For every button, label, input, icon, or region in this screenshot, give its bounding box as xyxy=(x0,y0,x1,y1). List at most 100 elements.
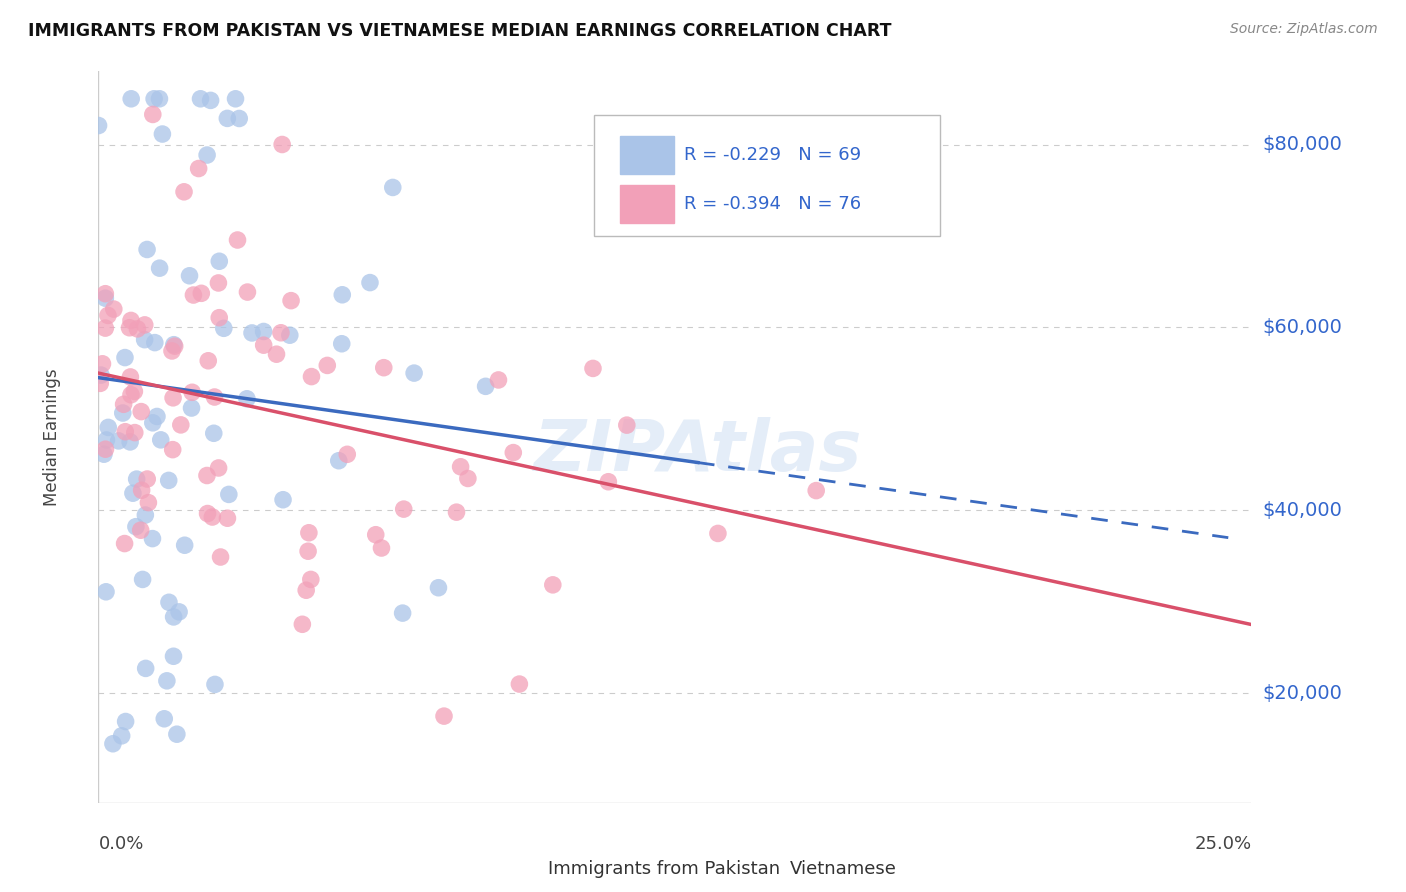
Point xyxy=(488,373,510,387)
Point xyxy=(217,112,239,126)
FancyBboxPatch shape xyxy=(742,853,785,885)
Point xyxy=(173,538,195,552)
Point xyxy=(316,359,339,373)
Point xyxy=(94,321,117,335)
Point xyxy=(707,526,730,541)
Point xyxy=(202,426,225,441)
Point xyxy=(114,351,136,365)
Point xyxy=(124,425,146,440)
Point xyxy=(118,320,141,334)
Point xyxy=(124,384,146,399)
Point xyxy=(162,610,184,624)
Point xyxy=(160,343,183,358)
Point xyxy=(508,677,530,691)
Point xyxy=(91,357,114,371)
Point xyxy=(228,112,250,126)
Point xyxy=(446,505,468,519)
Point xyxy=(226,233,249,247)
Point xyxy=(427,581,450,595)
Point xyxy=(450,459,472,474)
Point xyxy=(541,578,564,592)
Point xyxy=(125,472,148,486)
Point xyxy=(391,606,413,620)
Point xyxy=(187,161,209,176)
Point xyxy=(328,454,350,468)
Point xyxy=(204,677,226,691)
Point xyxy=(266,347,288,361)
Text: Immigrants from Pakistan: Immigrants from Pakistan xyxy=(548,860,780,878)
Point xyxy=(120,92,142,106)
Point xyxy=(195,468,218,483)
Text: $80,000: $80,000 xyxy=(1263,135,1343,154)
Point xyxy=(280,293,302,308)
Point xyxy=(181,385,204,400)
Point xyxy=(298,525,321,540)
Text: IMMIGRANTS FROM PAKISTAN VS VIETNAMESE MEDIAN EARNINGS CORRELATION CHART: IMMIGRANTS FROM PAKISTAN VS VIETNAMESE M… xyxy=(28,22,891,40)
Point xyxy=(156,673,179,688)
Point xyxy=(112,397,135,411)
Point xyxy=(96,433,118,447)
Point xyxy=(173,185,195,199)
Text: Vietnamese: Vietnamese xyxy=(790,860,897,878)
Text: R = -0.394   N = 76: R = -0.394 N = 76 xyxy=(685,195,862,213)
Point xyxy=(134,333,156,347)
Point xyxy=(136,243,159,257)
Point xyxy=(502,445,524,459)
Point xyxy=(183,288,205,302)
Point xyxy=(252,325,274,339)
Point xyxy=(131,573,153,587)
Point xyxy=(179,268,201,283)
Text: $20,000: $20,000 xyxy=(1263,683,1343,703)
Point xyxy=(94,442,117,457)
Point xyxy=(148,92,170,106)
Point xyxy=(209,549,232,564)
Point xyxy=(370,541,392,555)
Point xyxy=(120,388,142,402)
Point xyxy=(146,409,169,424)
Point xyxy=(143,92,166,106)
Text: Median Earnings: Median Earnings xyxy=(44,368,62,506)
Point xyxy=(157,595,180,609)
Point xyxy=(218,487,240,501)
Point xyxy=(225,92,247,106)
Point xyxy=(392,502,415,516)
Point xyxy=(616,418,638,433)
Point xyxy=(197,507,219,521)
FancyBboxPatch shape xyxy=(620,185,673,223)
Point xyxy=(94,286,117,301)
Point xyxy=(152,127,174,141)
Text: Source: ZipAtlas.com: Source: ZipAtlas.com xyxy=(1230,22,1378,37)
Point xyxy=(114,425,136,439)
Point xyxy=(190,92,212,106)
Point xyxy=(330,336,353,351)
Point xyxy=(297,544,319,558)
FancyBboxPatch shape xyxy=(499,853,543,885)
Point xyxy=(373,360,395,375)
Point xyxy=(278,328,301,343)
Point xyxy=(97,309,120,323)
Point xyxy=(111,406,134,420)
Point xyxy=(129,523,152,537)
Point xyxy=(127,322,149,336)
Point xyxy=(190,286,212,301)
Point xyxy=(111,729,134,743)
Point xyxy=(582,361,605,376)
Point xyxy=(217,511,239,525)
Point xyxy=(89,376,111,391)
Point xyxy=(299,573,322,587)
Point xyxy=(207,276,229,290)
Point xyxy=(301,369,323,384)
Point xyxy=(93,447,115,461)
Point xyxy=(291,617,314,632)
Point xyxy=(129,404,152,418)
Point xyxy=(204,390,226,404)
Text: $60,000: $60,000 xyxy=(1263,318,1343,337)
Point xyxy=(270,326,292,340)
Point xyxy=(138,495,160,509)
Point xyxy=(180,401,202,415)
Point xyxy=(120,370,142,384)
Point xyxy=(162,442,184,457)
Text: 0.0%: 0.0% xyxy=(98,835,143,853)
FancyBboxPatch shape xyxy=(620,136,673,174)
Point xyxy=(208,254,231,268)
